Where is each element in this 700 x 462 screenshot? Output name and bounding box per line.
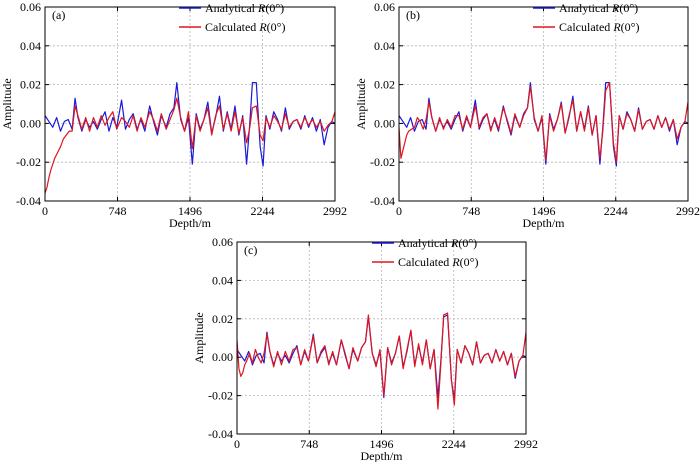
x-tick-label: 2244 [442, 437, 466, 451]
legend-entry-angle: (0°) [621, 20, 640, 34]
panel-label: (b) [406, 8, 420, 22]
series-calculated-line [399, 82, 688, 163]
x-tick-label: 0 [396, 204, 402, 218]
series-calculated-line [237, 312, 526, 410]
x-tick-label: 1496 [370, 437, 394, 451]
legend-entry-symbol: R [450, 236, 459, 250]
x-axis-label: Depth/m [361, 449, 404, 462]
legend-entry-angle: (0°) [619, 1, 638, 15]
legend-entry-symbol: R [611, 1, 620, 15]
panel-label: (c) [244, 243, 257, 257]
y-tick-label: 0.04 [20, 39, 41, 53]
legend-entry-name: Analytical [559, 1, 612, 15]
x-tick-label: 2992 [323, 204, 347, 218]
y-tick-label: -0.04 [16, 194, 41, 208]
legend-entry-name: Analytical [205, 1, 258, 15]
legend-entry-name: Analytical [398, 236, 451, 250]
legend: Analytical R(0°)Calculated R(0°) [372, 236, 478, 269]
x-tick-label: 0 [234, 437, 240, 451]
legend-entry: Calculated R(0°) [398, 255, 478, 269]
legend-entry-symbol: R [258, 20, 267, 34]
chart-panel-c: 0 748 1496 2244 2992 -0.04 -0.02 0.00 0.02 0.04 0.… [192, 235, 538, 462]
legend-entry-name: Calculated [559, 20, 613, 34]
x-axis-label: Depth/m [523, 216, 566, 230]
x-tick-label: 2992 [514, 437, 538, 451]
series-calculated-line [45, 97, 335, 194]
legend-entry-angle: (0°) [265, 1, 284, 15]
x-tick-label: 748 [300, 437, 318, 451]
y-tick-label: -0.02 [16, 155, 41, 169]
legend-entry: Calculated R(0°) [205, 20, 285, 34]
x-tick-label: 2992 [676, 204, 700, 218]
chart-panel-a: 0 748 1496 2244 2992 -0.04 -0.02 0.00 0.02 0.04 0.… [0, 0, 347, 230]
y-axis-label: Amplitude [0, 78, 14, 129]
y-tick-label: 0.06 [20, 0, 41, 14]
y-tick-label: 0.00 [374, 116, 395, 130]
y-tick-label: 0.00 [212, 350, 233, 364]
y-tick-label: 0.04 [212, 273, 233, 287]
y-tick-label: 0.06 [374, 0, 395, 14]
y-tick-label: 0.02 [212, 312, 233, 326]
x-axis-label: Depth/m [169, 216, 212, 230]
legend-entry-symbol: R [451, 255, 460, 269]
x-tick-label: 748 [462, 204, 480, 218]
y-axis-label: Amplitude [192, 312, 206, 363]
y-tick-label: 0.00 [20, 116, 41, 130]
legend-entry: Calculated R(0°) [559, 20, 639, 34]
x-tick-label: 0 [42, 204, 48, 218]
legend-entry: Analytical R(0°) [205, 1, 284, 15]
legend-entry-name: Calculated [205, 20, 259, 34]
y-tick-label: 0.02 [374, 78, 395, 92]
x-tick-label: 2244 [251, 204, 275, 218]
x-tick-label: 748 [109, 204, 127, 218]
legend-entry-symbol: R [612, 20, 621, 34]
x-tick-label: 1496 [178, 204, 202, 218]
y-axis-label: Amplitude [354, 78, 368, 129]
legend-entry-symbol: R [257, 1, 266, 15]
y-tick-label: 0.06 [212, 235, 233, 249]
chart-panel-b: 0 748 1496 2244 2992 -0.04 -0.02 0.00 0.02 0.04 0.… [354, 0, 700, 230]
y-tick-label: -0.02 [208, 389, 233, 403]
y-tick-label: -0.02 [370, 155, 395, 169]
y-tick-label: 0.04 [374, 39, 395, 53]
legend-entry-angle: (0°) [458, 236, 477, 250]
legend: Analytical R(0°)Calculated R(0°) [179, 1, 285, 34]
legend: Analytical R(0°)Calculated R(0°) [533, 1, 639, 34]
legend-entry-angle: (0°) [460, 255, 479, 269]
legend-entry-name: Calculated [398, 255, 452, 269]
y-tick-label: 0.02 [20, 78, 41, 92]
y-tick-label: -0.04 [370, 194, 395, 208]
legend-entry-angle: (0°) [267, 20, 286, 34]
panel-label: (a) [52, 8, 65, 22]
y-tick-label: -0.04 [208, 427, 233, 441]
x-tick-label: 2244 [604, 204, 628, 218]
x-tick-label: 1496 [532, 204, 556, 218]
legend-entry: Analytical R(0°) [559, 1, 638, 15]
legend-entry: Analytical R(0°) [398, 236, 477, 250]
